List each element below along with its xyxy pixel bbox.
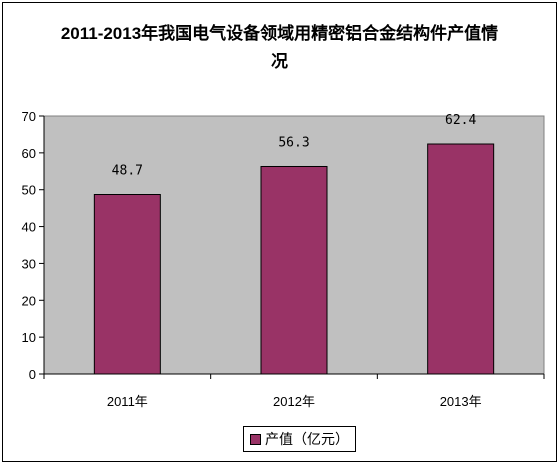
x-tick-label: 2011年 bbox=[107, 394, 148, 409]
y-tick-label: 0 bbox=[29, 367, 36, 382]
legend-swatch bbox=[250, 433, 261, 445]
legend-label: 产值（亿元） bbox=[265, 433, 349, 448]
legend: 产值（亿元） bbox=[243, 426, 356, 452]
data-label: 62.4 bbox=[445, 113, 476, 128]
y-tick-label: 70 bbox=[22, 109, 36, 124]
bar bbox=[427, 143, 495, 375]
chart-title-line-1: 2011-2013年我国电气设备领域用精密铝合金结构件产值情 bbox=[60, 24, 499, 43]
chart-title-line-2: 况 bbox=[271, 52, 288, 71]
x-tick-label: 2013年 bbox=[440, 394, 482, 409]
data-label: 56.3 bbox=[278, 135, 309, 150]
chart-title: 2011-2013年我国电气设备领域用精密铝合金结构件产值情 况 bbox=[0, 20, 559, 76]
y-tick-label: 60 bbox=[22, 146, 36, 161]
y-tick-label: 30 bbox=[22, 256, 36, 271]
bar bbox=[93, 194, 161, 375]
y-tick-label: 10 bbox=[22, 330, 36, 345]
data-label: 48.7 bbox=[112, 164, 143, 179]
bar bbox=[260, 165, 328, 375]
x-tick-label: 2012年 bbox=[273, 394, 315, 409]
y-tick-label: 20 bbox=[22, 293, 36, 308]
y-tick-label: 40 bbox=[22, 220, 36, 235]
y-tick-label: 50 bbox=[22, 183, 36, 198]
